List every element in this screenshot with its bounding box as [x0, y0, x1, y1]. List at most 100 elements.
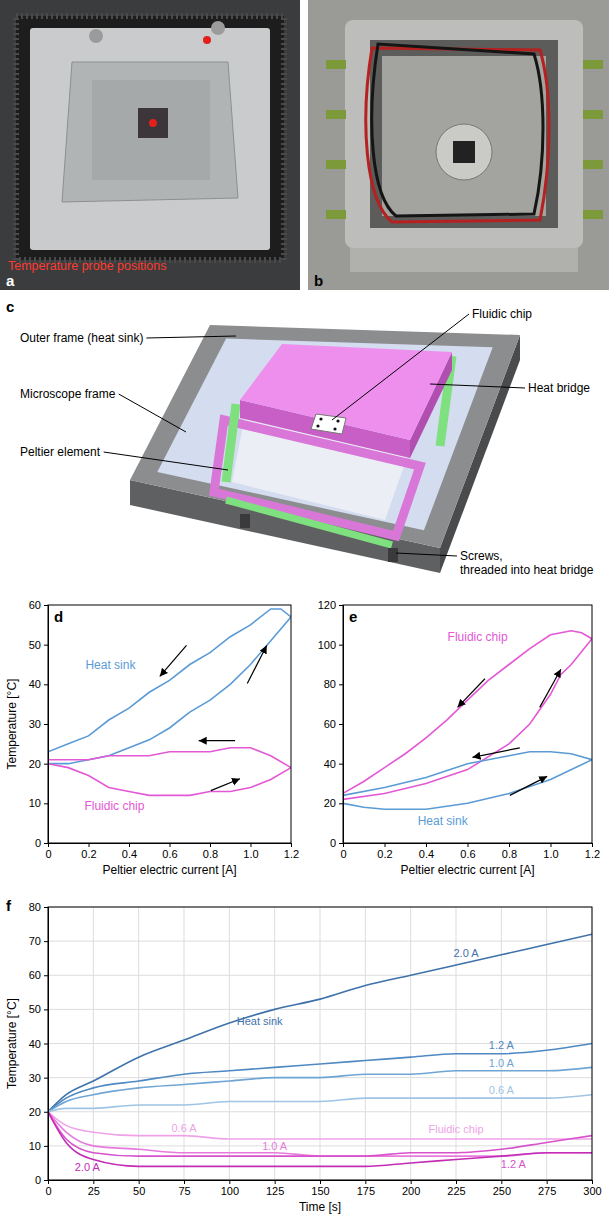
grid-line: [48, 1009, 592, 1010]
tick: 0: [35, 837, 48, 849]
series-line: [48, 748, 291, 796]
tick: 125: [266, 1180, 284, 1197]
x-axis-title: Peltier electric current [A]: [400, 863, 534, 877]
tick-label: 20: [324, 797, 336, 809]
chart-panel: 00.20.40.60.81.01.2020406080100120Peltie…: [318, 599, 601, 877]
tick: 25: [88, 1180, 100, 1197]
tick: 0: [330, 837, 343, 849]
chip-port: [336, 419, 339, 422]
series-line: [48, 1044, 592, 1112]
tick: 0.2: [377, 843, 392, 860]
series-label: Fluidic chip: [84, 799, 144, 813]
cable: [366, 48, 549, 222]
series-line: [48, 934, 592, 1111]
tick: 300: [583, 1180, 601, 1197]
tick: 1.2: [585, 843, 600, 860]
leader-line: [396, 553, 457, 556]
axis-line: [49, 844, 292, 848]
tick-label: 150: [311, 1185, 329, 1197]
tick: 60: [29, 599, 48, 611]
tick-mark: [456, 1180, 457, 1184]
tick-label: 25: [88, 1185, 100, 1197]
tick-label: 40: [324, 758, 336, 770]
tick-label: 80: [324, 678, 336, 690]
series-line: [48, 1067, 592, 1111]
tick-mark: [44, 684, 48, 685]
axis-line: [344, 844, 593, 848]
tick-mark: [411, 1180, 412, 1184]
plot-area: [48, 934, 592, 1166]
chip: [138, 108, 168, 138]
figure: Temperature probe positionsabcOuter fram…: [0, 0, 609, 1220]
tick: 40: [324, 758, 343, 770]
tick-label: 10: [29, 797, 41, 809]
tick-mark: [44, 907, 48, 908]
tick-label: 1.2: [585, 848, 600, 860]
tick-label: 50: [133, 1185, 145, 1197]
series-label: 1.2 A: [501, 1158, 527, 1170]
series-line: [48, 609, 291, 764]
panel-label: a: [6, 272, 15, 289]
tick-mark: [468, 843, 469, 847]
chip-port: [333, 427, 336, 430]
tick-mark: [44, 724, 48, 725]
tick: 50: [29, 1003, 48, 1015]
tick-mark: [129, 843, 130, 847]
tick-mark: [592, 1180, 593, 1184]
tick-mark: [44, 1180, 48, 1181]
tick-label: 60: [324, 718, 336, 730]
tick-label: 50: [29, 639, 41, 651]
pin: [211, 21, 225, 35]
tick-mark: [93, 1180, 94, 1184]
tick: 250: [493, 1180, 511, 1197]
tick-label: 30: [29, 1072, 41, 1084]
tick-label: 0.2: [377, 848, 392, 860]
tick: 0.4: [419, 843, 434, 860]
axis-line: [44, 606, 49, 844]
heat-bridge-plate: [62, 62, 238, 202]
series-line: [48, 1095, 592, 1112]
inner-floor: [382, 56, 546, 216]
callout-text: Microscope frame: [20, 387, 116, 401]
chip-well: [436, 124, 492, 180]
tick-mark: [339, 724, 343, 725]
tick: 0.8: [203, 843, 218, 860]
tick-label: 40: [29, 678, 41, 690]
peltier-element: [226, 500, 392, 545]
direction-arrow: [510, 776, 547, 795]
tick-mark: [44, 764, 48, 765]
tick: 200: [402, 1180, 420, 1197]
tick: 0: [45, 1180, 51, 1197]
tick-mark: [339, 684, 343, 685]
series-line: [48, 1112, 592, 1156]
callout-text: Screws,: [460, 549, 503, 563]
series-label: 1.2 A: [489, 1039, 515, 1051]
tick-label: 70: [29, 935, 41, 947]
series-label: 0.6 A: [171, 1122, 197, 1134]
tick: 0.6: [460, 843, 475, 860]
tick-label: 1.0: [243, 848, 258, 860]
tick-mark: [291, 843, 292, 847]
centre-plate: [92, 80, 210, 180]
photo-a: Temperature probe positionsa: [0, 0, 300, 290]
direction-arrow: [472, 748, 519, 758]
tick-label: 20: [29, 758, 41, 770]
tick-label: 250: [493, 1185, 511, 1197]
tick-label: 0: [340, 848, 346, 860]
tick-label: 0.2: [81, 848, 96, 860]
chip-port: [319, 417, 322, 420]
tick-mark: [339, 645, 343, 646]
tick: 1.0: [243, 843, 258, 860]
tick-label: 225: [447, 1185, 465, 1197]
axis-line: [49, 1181, 593, 1185]
needle: [326, 160, 346, 169]
leader-line: [146, 336, 236, 338]
callout-text: Outer frame (heat sink): [20, 331, 143, 345]
tick: 20: [324, 797, 343, 809]
group-label: Fluidic chip: [428, 1123, 483, 1135]
heat-bridge-top: [240, 344, 452, 440]
tick-mark: [44, 1146, 48, 1147]
tick-label: 60: [29, 969, 41, 981]
tick: 0.2: [81, 843, 96, 860]
direction-arrow: [247, 645, 266, 683]
